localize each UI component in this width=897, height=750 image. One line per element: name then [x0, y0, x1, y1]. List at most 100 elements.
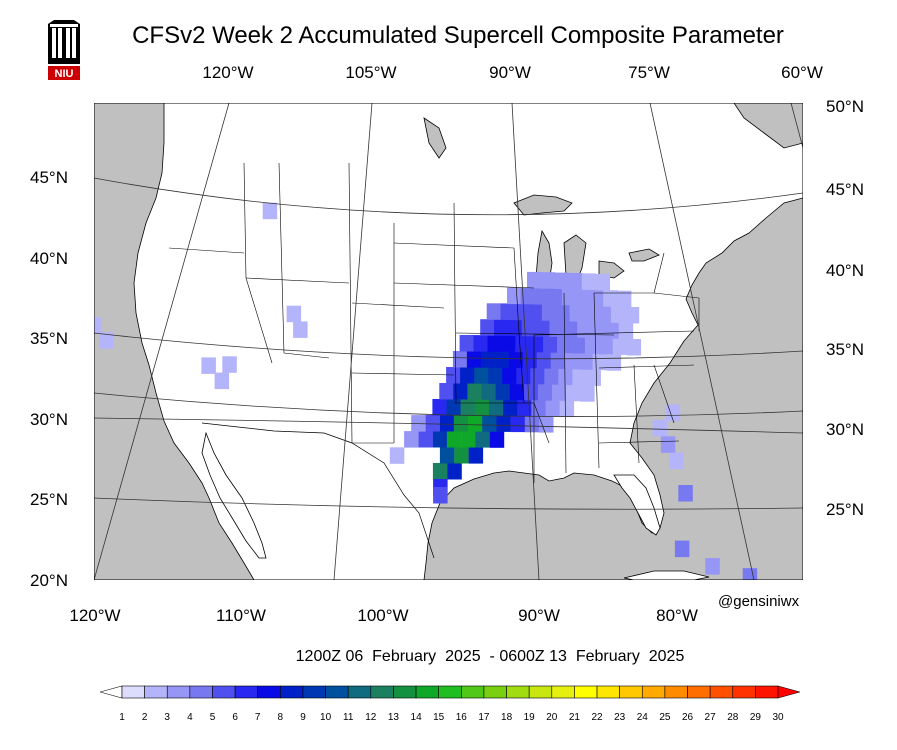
colorbar-label: 8 — [278, 712, 284, 723]
shading-cell — [597, 305, 612, 323]
shading-cell — [591, 321, 606, 339]
shading-cell — [522, 351, 538, 369]
shading-cell — [508, 351, 524, 369]
colorbar-label: 16 — [456, 712, 468, 723]
colorbar-swatch — [483, 685, 507, 699]
shading-cell — [660, 436, 676, 453]
shading-cell — [446, 431, 462, 448]
credit-text: @gensiniwx — [718, 593, 800, 610]
shading-cell — [540, 272, 556, 289]
colorbar-label: 22 — [591, 712, 603, 723]
shading-cell — [610, 306, 626, 323]
shading-cell — [568, 273, 583, 290]
shading-cell — [496, 415, 511, 432]
shading-cell — [500, 303, 515, 320]
colorbar-swatch — [528, 685, 553, 699]
colorbar-label: 12 — [365, 712, 377, 723]
top-lon-label: 90°W — [489, 63, 531, 82]
shading-cell — [523, 383, 539, 401]
shading-cell — [475, 431, 490, 448]
left-lat-label: 45°N — [30, 168, 68, 187]
shading-cell — [624, 307, 640, 324]
shading-cell — [564, 352, 580, 370]
left-lat-label: 25°N — [30, 490, 68, 509]
graticule — [94, 103, 803, 580]
shading-cell — [453, 383, 468, 400]
shading-cell — [528, 303, 543, 321]
colorbar-label: 28 — [727, 712, 739, 723]
colorbar-swatch — [100, 685, 123, 699]
colorbar-swatch — [461, 685, 485, 699]
colorbar-swatch — [302, 685, 326, 699]
shading-cell — [598, 337, 614, 355]
shading-cell — [452, 351, 468, 368]
colorbar-label: 27 — [705, 712, 717, 723]
colorbar-swatch — [664, 685, 688, 699]
shading-cell — [552, 384, 567, 401]
right-lat-label: 35°N — [826, 340, 864, 359]
shading-cell — [487, 335, 502, 352]
shading-cell — [482, 415, 497, 432]
map-panel — [94, 103, 803, 580]
colorbar-label: 14 — [411, 712, 423, 723]
shading-cell — [474, 367, 489, 384]
shading-cell — [488, 399, 504, 416]
niu-logo: NIU — [48, 20, 80, 80]
shading-cell — [524, 415, 540, 433]
shading-cell — [544, 368, 559, 385]
colorbar-label: 3 — [164, 712, 170, 723]
colorbar-swatch — [732, 685, 756, 699]
colorbar-label: 15 — [433, 712, 445, 723]
colorbar-label: 29 — [750, 712, 762, 723]
colorbar-label: 2 — [142, 712, 148, 723]
valid-period: 1200Z 06 February 2025 - 0600Z 13 Februa… — [295, 648, 685, 665]
colorbar-label: 30 — [772, 712, 784, 723]
colorbar-label: 5 — [210, 712, 216, 723]
parameter-shading — [94, 202, 758, 580]
bottom-lon-label: 120°W — [69, 606, 121, 625]
shading-cell — [626, 339, 642, 356]
shading-cell — [578, 353, 594, 370]
shading-cell — [495, 383, 511, 400]
shading-cell — [554, 272, 569, 290]
shading-cell — [473, 335, 488, 352]
shading-cell — [535, 320, 551, 337]
colorbar-swatch — [641, 685, 666, 699]
shading-cell — [537, 384, 553, 401]
colorbar-swatch — [415, 685, 439, 699]
shading-cell — [604, 322, 620, 339]
shading-cell — [584, 337, 600, 354]
colorbar-swatch — [212, 685, 236, 699]
shading-cell — [520, 287, 536, 305]
top-lon-label: 75°W — [628, 63, 670, 82]
colorbar-swatch — [709, 685, 734, 699]
shading-cell — [586, 369, 601, 386]
colorbar-swatch — [755, 685, 779, 699]
shading-cell — [454, 447, 469, 464]
colorbar-swatch — [325, 685, 349, 699]
shading-cell — [516, 367, 531, 385]
shading-cell — [545, 400, 560, 417]
shading-cell — [94, 317, 101, 334]
bottom-lon-label: 80°W — [656, 606, 698, 625]
right-lat-label: 30°N — [826, 420, 864, 439]
shading-cell — [459, 335, 475, 352]
florida — [613, 474, 661, 536]
colorbar-swatch — [551, 685, 575, 699]
shading-cell — [433, 487, 448, 504]
bottom-lon-label: 90°W — [518, 606, 560, 625]
northern-waters — [423, 103, 803, 159]
colorbar-swatch — [438, 685, 462, 699]
map-title: CFSv2 Week 2 Accumulated Supercell Compo… — [132, 22, 784, 49]
colorbar-swatch — [393, 685, 417, 699]
colorbar-swatch — [347, 685, 372, 699]
shading-cell — [595, 273, 610, 291]
shading-cell — [439, 415, 455, 432]
us-mexico-border — [201, 422, 435, 559]
shading-cell — [555, 304, 571, 322]
colorbar-label: 23 — [614, 712, 626, 723]
shading-cell — [566, 384, 581, 402]
baja — [201, 431, 267, 559]
shading-cell — [439, 447, 455, 464]
shading-cell — [507, 287, 522, 305]
